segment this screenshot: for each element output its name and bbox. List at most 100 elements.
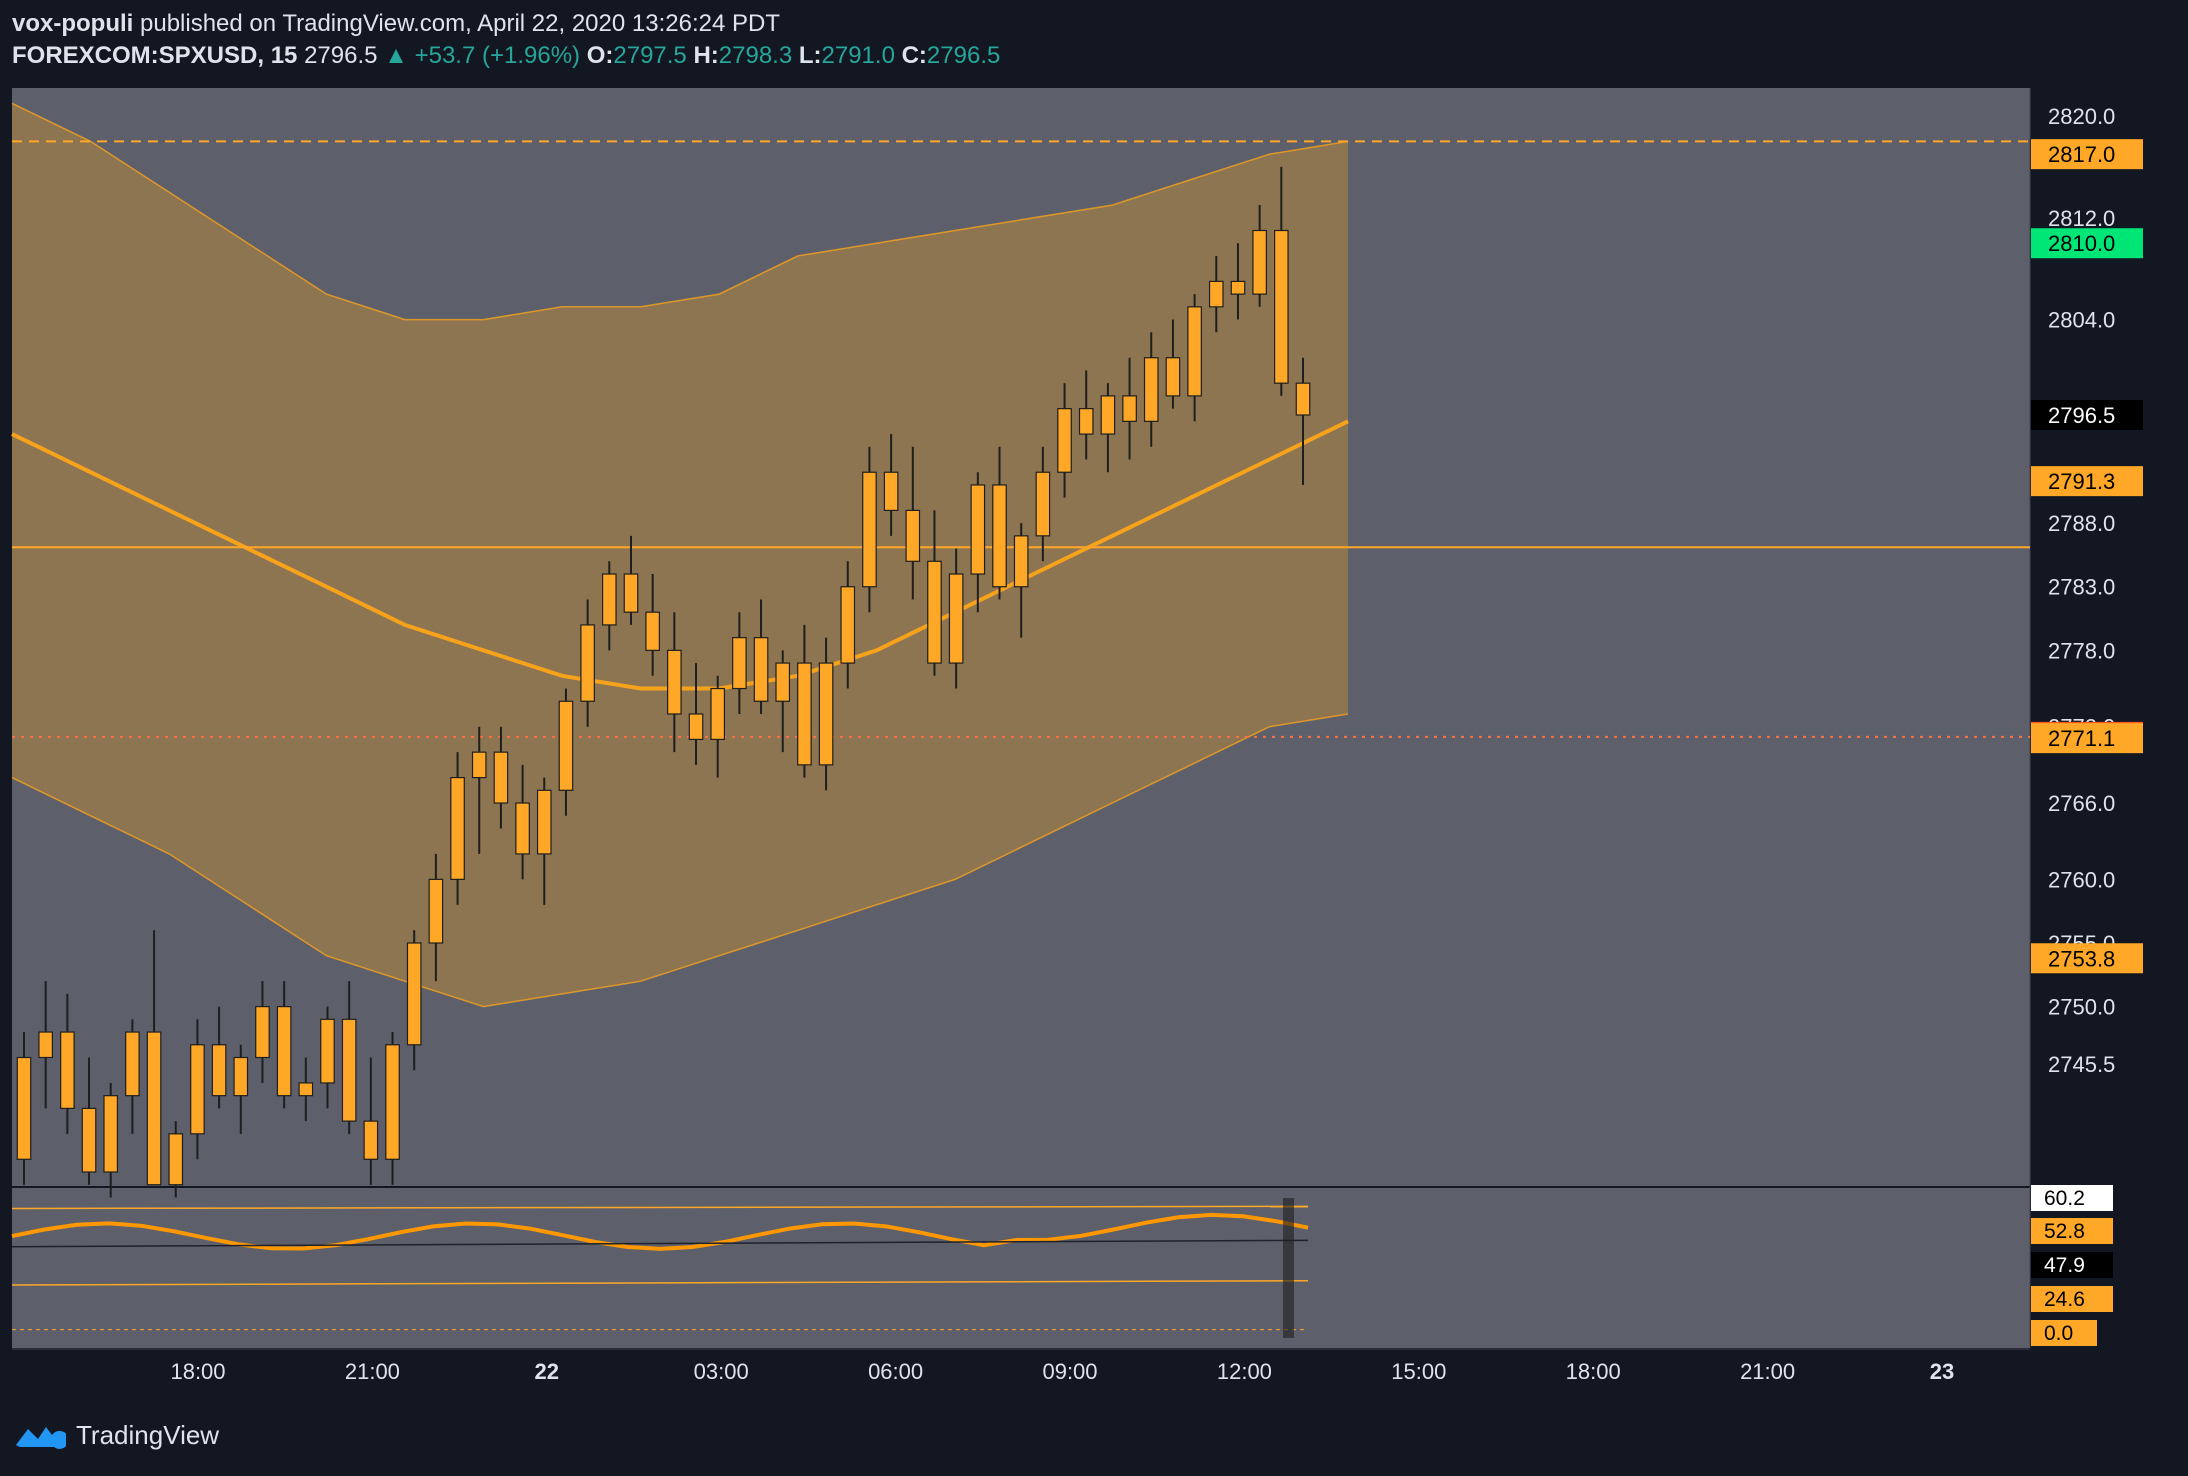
candle[interactable]	[1252, 205, 1267, 307]
candle[interactable]	[341, 981, 357, 1134]
candle[interactable]	[883, 434, 899, 536]
candle-body	[38, 1031, 53, 1059]
author-name[interactable]: vox-populi	[12, 10, 134, 37]
price-label[interactable]: 2817.0	[2031, 139, 2143, 170]
candle[interactable]	[601, 561, 617, 651]
candle[interactable]	[558, 688, 574, 816]
price-label-text: 2796.5	[2048, 403, 2115, 428]
candle-body	[775, 662, 791, 702]
candle[interactable]	[1208, 255, 1224, 333]
oscillator-axis-label[interactable]: 0.0	[2031, 1320, 2097, 1346]
candle[interactable]	[125, 1019, 140, 1134]
candle[interactable]	[1274, 166, 1289, 396]
candle[interactable]	[1122, 357, 1137, 460]
time-tick-label: 15:00	[1391, 1359, 1446, 1384]
candle[interactable]	[385, 1032, 400, 1185]
candle[interactable]	[428, 853, 444, 982]
candle[interactable]	[667, 612, 682, 753]
candle[interactable]	[363, 1057, 379, 1185]
price-label[interactable]: 2810.0	[2031, 228, 2143, 259]
candle[interactable]	[450, 752, 465, 905]
tradingview-logo-icon[interactable]	[14, 1421, 66, 1451]
oscillator-axis-label[interactable]: 52.8	[2031, 1218, 2113, 1244]
high-label: H:	[693, 42, 719, 69]
candle-body	[16, 1056, 32, 1160]
price-label[interactable]: 2771.1	[2031, 723, 2143, 754]
candle[interactable]	[992, 446, 1007, 600]
candle[interactable]	[471, 726, 487, 854]
candle[interactable]	[927, 510, 942, 676]
price-tick-label: 2778.0	[2048, 638, 2115, 663]
candle[interactable]	[255, 981, 270, 1083]
candle-body	[1100, 395, 1116, 435]
candle[interactable]	[146, 930, 162, 1186]
candle-body	[103, 1095, 119, 1173]
candle[interactable]	[38, 981, 53, 1109]
oscillator-axis-label-box	[2031, 1218, 2113, 1244]
candle-body	[862, 471, 877, 588]
candle[interactable]	[276, 981, 292, 1109]
price-tick-label: 2750.0	[2048, 995, 2115, 1020]
footer: TradingView	[14, 1420, 219, 1451]
candle[interactable]	[1165, 319, 1181, 409]
candle[interactable]	[536, 777, 552, 905]
candle[interactable]	[493, 726, 509, 829]
candle[interactable]	[688, 663, 704, 765]
candle[interactable]	[168, 1121, 184, 1198]
candle[interactable]	[797, 624, 812, 778]
price-label[interactable]: 2753.8	[2031, 943, 2143, 974]
candle[interactable]	[580, 599, 595, 727]
price-label[interactable]: 2791.3	[2031, 466, 2143, 497]
candle[interactable]	[1078, 370, 1094, 460]
candle[interactable]	[515, 764, 530, 880]
candle[interactable]	[970, 472, 986, 613]
time-tick-label: 21:00	[1740, 1359, 1795, 1384]
oscillator-axis-label-box	[2031, 1185, 2113, 1211]
oscillator-pane[interactable]	[12, 1188, 2030, 1348]
candle[interactable]	[1143, 332, 1159, 447]
candle[interactable]	[1230, 243, 1246, 320]
candle[interactable]	[60, 993, 75, 1134]
symbol-label[interactable]: FOREXCOM:SPXUSD, 15	[12, 42, 298, 69]
bollinger-lower-line	[11, 713, 1349, 1008]
candle[interactable]	[103, 1082, 119, 1198]
brand-name[interactable]: TradingView	[76, 1420, 220, 1450]
price-label-box	[2031, 943, 2143, 974]
bollinger-upper-line	[11, 102, 1349, 321]
candle[interactable]	[1100, 383, 1116, 473]
candle[interactable]	[645, 574, 660, 676]
candle[interactable]	[710, 675, 726, 778]
candle[interactable]	[775, 650, 791, 753]
oscillator-axis-label[interactable]: 24.6	[2031, 1286, 2113, 1312]
candle[interactable]	[732, 612, 747, 714]
candle[interactable]	[211, 1006, 227, 1109]
price-chart[interactable]: 2820.0 2812.0 2804.0 2788.0 2783.0 2778.0 2766…	[0, 84, 2188, 1414]
candle[interactable]	[1057, 383, 1072, 498]
candle[interactable]	[16, 1032, 32, 1185]
candle[interactable]	[1187, 294, 1202, 422]
candle[interactable]	[623, 535, 639, 625]
candle[interactable]	[190, 1019, 205, 1160]
candle[interactable]	[298, 1057, 314, 1122]
candle[interactable]	[753, 599, 769, 714]
candle[interactable]	[948, 548, 964, 689]
candle[interactable]	[233, 1044, 249, 1134]
candle[interactable]	[1035, 446, 1051, 562]
candle[interactable]	[406, 930, 422, 1071]
candle[interactable]	[1013, 523, 1029, 638]
price-label[interactable]: 2796.5	[2031, 399, 2143, 430]
candle[interactable]	[862, 446, 877, 613]
candle[interactable]	[1295, 357, 1311, 485]
candle[interactable]	[818, 637, 834, 791]
oscillator-axis-label[interactable]: 47.9	[2031, 1252, 2113, 1278]
candle-body	[1230, 280, 1246, 295]
candle-body	[1187, 306, 1202, 397]
candle[interactable]	[81, 1057, 97, 1185]
price-axis[interactable]	[2030, 88, 2188, 1348]
candle[interactable]	[840, 561, 856, 689]
candle[interactable]	[905, 446, 921, 600]
oscillator-axis-label[interactable]: 60.2	[2031, 1185, 2113, 1211]
candle-body	[883, 471, 899, 512]
candle[interactable]	[320, 1006, 335, 1109]
candle-body	[948, 573, 964, 664]
